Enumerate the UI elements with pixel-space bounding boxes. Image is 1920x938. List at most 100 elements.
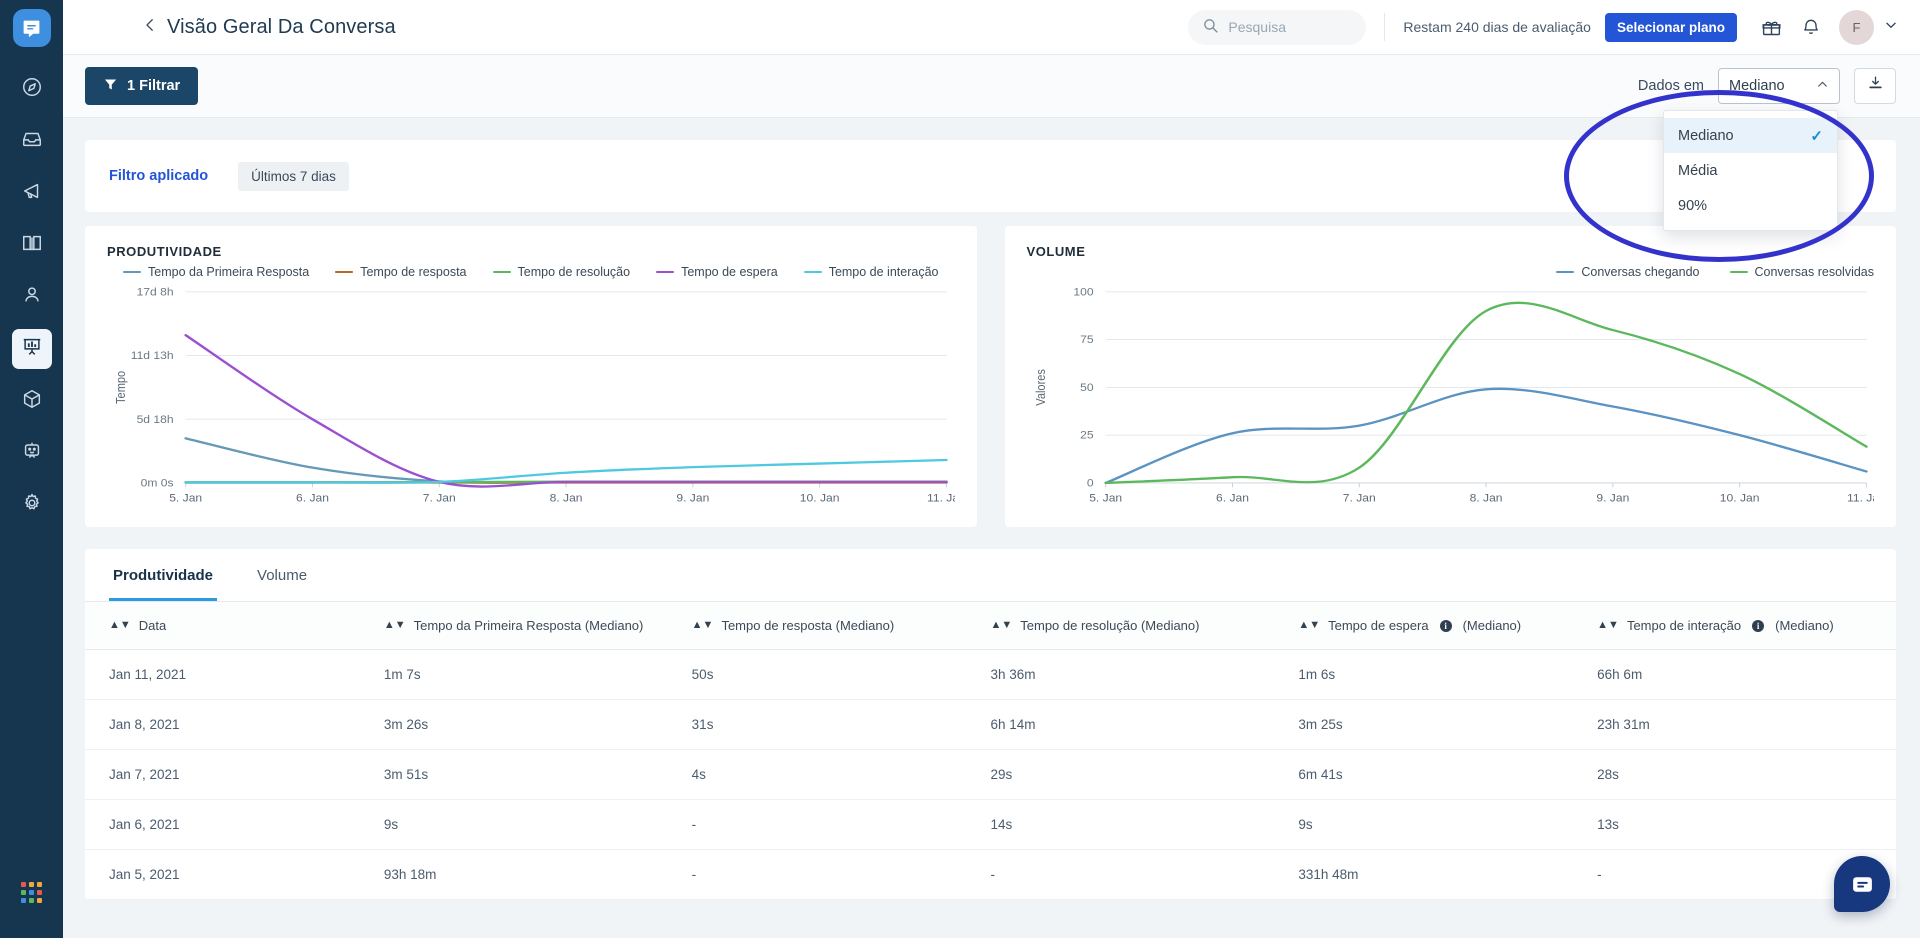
column-header-first-response[interactable]: ▲▼ Tempo da Primeira Resposta (Mediano) xyxy=(383,602,692,650)
legend-item[interactable]: Tempo de interação xyxy=(803,265,938,279)
table-cell: 1m 6s xyxy=(1298,649,1598,700)
chevron-down-icon[interactable] xyxy=(1884,18,1898,37)
applied-filter-title: Filtro aplicado xyxy=(109,168,209,184)
table-cell: Jan 11, 2021 xyxy=(85,649,384,700)
volume-chart-card: VOLUME Conversas chegando Conversas reso… xyxy=(1004,226,1896,527)
search-icon xyxy=(1202,17,1219,37)
volume-plot: 0 25 50 75 100 5. Jan 6. Jan 7. Jan 8. Jan 9. Jan… xyxy=(1027,283,1874,513)
column-label-suffix: (Mediano) xyxy=(1462,618,1522,633)
column-header-resolution-time[interactable]: ▲▼ Tempo de resolução (Mediano) xyxy=(990,602,1299,650)
info-icon[interactable]: i xyxy=(1752,619,1765,632)
table-cell: 3m 25s xyxy=(1298,699,1598,750)
top-header: Visão Geral Da Conversa Pesquisa Restam … xyxy=(63,0,1920,55)
y-tick-label: 0m 0s xyxy=(141,478,174,489)
dropdown-option-label: Mediano xyxy=(1678,127,1734,144)
gear-icon xyxy=(21,492,43,519)
cube-icon xyxy=(21,388,43,415)
info-icon[interactable]: i xyxy=(1439,619,1452,632)
applied-filter-chip[interactable]: Últimos 7 dias xyxy=(238,161,349,191)
filter-button-label: 1 Filtrar xyxy=(127,78,181,94)
column-header-data[interactable]: ▲▼ Data xyxy=(85,602,384,650)
sidebar-item-campaigns[interactable] xyxy=(12,173,52,213)
toolbar-right: Dados em Mediano Mediano ✓ xyxy=(1564,68,1896,262)
table-cell: 66h 6m xyxy=(1597,649,1896,700)
reports-icon xyxy=(21,336,43,363)
gift-icon[interactable] xyxy=(1751,7,1791,47)
legend-item[interactable]: Tempo de espera xyxy=(656,265,778,279)
filter-button[interactable]: 1 Filtrar xyxy=(85,67,199,105)
sidebar-item-articles[interactable] xyxy=(12,225,52,265)
x-tick-label: 10. Jan xyxy=(1719,493,1759,504)
search-input[interactable]: Pesquisa xyxy=(1188,9,1367,45)
y-tick-label: 25 xyxy=(1080,430,1093,441)
header-divider xyxy=(1384,13,1386,41)
y-tick-label: 5d 18h xyxy=(137,414,174,425)
data-mode-select[interactable]: Mediano xyxy=(1718,68,1840,104)
productivity-chart-title: PRODUTIVIDADE xyxy=(107,244,222,259)
x-tick-label: 11. Jan xyxy=(927,493,954,504)
column-header-response-time[interactable]: ▲▼ Tempo de resposta (Mediano) xyxy=(691,602,991,650)
y-tick-label: 0 xyxy=(1086,478,1093,489)
column-header-wait-time[interactable]: ▲▼ Tempo de espera i (Mediano) xyxy=(1298,602,1598,650)
table-row[interactable]: Jan 7, 2021 3m 51s 4s 29s 6m 41s 28s xyxy=(85,749,1896,800)
bell-icon[interactable] xyxy=(1791,7,1831,47)
series-line xyxy=(184,437,948,484)
dropdown-option-mediano[interactable]: Mediano ✓ xyxy=(1664,118,1837,153)
table-header-row: ▲▼ Data ▲▼ Tempo da Primeira Resposta (Med… xyxy=(85,602,1896,650)
y-tick-label: 100 xyxy=(1073,287,1093,298)
left-nav-rail xyxy=(0,0,63,938)
table-cell: 3m 51s xyxy=(383,749,692,800)
legend-item[interactable]: Tempo de resolução xyxy=(492,265,630,279)
table-tabs: Produtividade Volume xyxy=(85,549,1896,602)
table-card: Produtividade Volume ▲▼ Data ▲▼ Tempo da P… xyxy=(85,549,1896,900)
sort-icon: ▲▼ xyxy=(691,619,714,631)
sidebar-item-reports[interactable] xyxy=(11,329,52,369)
column-label: Tempo da Primeira Resposta (Mediano) xyxy=(413,618,644,633)
sort-icon: ▲▼ xyxy=(109,619,131,631)
legend-item[interactable]: Tempo de resposta xyxy=(335,265,467,279)
avatar[interactable]: F xyxy=(1839,9,1874,45)
select-plan-button[interactable]: Selecionar plano xyxy=(1604,12,1737,42)
chat-bubble-icon[interactable] xyxy=(1834,856,1890,912)
legend-item[interactable]: Tempo da Primeira Resposta xyxy=(123,265,309,279)
table-cell: 14s xyxy=(990,799,1299,850)
chevron-left-icon[interactable] xyxy=(141,16,159,39)
table-cell: 9s xyxy=(383,799,692,850)
sort-icon: ▲▼ xyxy=(1298,619,1321,631)
dropdown-option-label: Média xyxy=(1678,162,1718,179)
table-row[interactable]: Jan 6, 2021 9s -14s 9s 13s xyxy=(85,799,1896,850)
legend-label: Tempo de espera xyxy=(681,265,778,279)
table-cell: 31s xyxy=(691,699,991,750)
legend-item[interactable]: Conversas resolvidas xyxy=(1729,265,1874,279)
column-header-interaction-time[interactable]: ▲▼ Tempo de interação i (Mediano) xyxy=(1597,602,1896,650)
x-tick-label: 5. Jan xyxy=(169,493,202,504)
dropdown-option-media[interactable]: Média xyxy=(1664,153,1837,188)
data-mode-dropdown[interactable]: Mediano ✓ Média 90% xyxy=(1663,110,1838,231)
legend-label: Tempo de resposta xyxy=(360,265,467,279)
table-cell: 28s xyxy=(1597,749,1896,800)
sidebar-item-settings[interactable] xyxy=(12,485,52,525)
sidebar-item-apps[interactable] xyxy=(12,381,52,421)
charts-row: PRODUTIVIDADE Tempo da Primeira Resposta… xyxy=(63,212,1920,527)
table-body: Jan 11, 2021 1m 7s 50s 3h 36m 1m 6s 66h 6m Jan… xyxy=(85,649,1896,900)
table-row[interactable]: Jan 5, 2021 93h 18m - -331h 48m - xyxy=(85,849,1896,900)
sidebar-item-compass[interactable] xyxy=(12,69,52,109)
table-cell: 50s xyxy=(691,649,991,700)
sidebar-item-contacts[interactable] xyxy=(12,277,52,317)
dropdown-option-90[interactable]: 90% xyxy=(1664,188,1837,223)
legend-item[interactable]: Conversas chegando xyxy=(1556,265,1700,279)
download-button[interactable] xyxy=(1854,68,1896,104)
tab-produtividade[interactable]: Produtividade xyxy=(109,549,218,601)
table-row[interactable]: Jan 8, 2021 3m 26s 31s 6h 14m 3m 25s 23h 31m xyxy=(85,699,1896,750)
data-mode-label: Dados em xyxy=(1637,78,1704,94)
intercom-logo-icon[interactable] xyxy=(12,9,51,47)
app-grid-icon[interactable] xyxy=(12,872,52,912)
compass-icon xyxy=(21,76,43,103)
column-label: Data xyxy=(138,618,167,633)
column-label: Tempo de resposta (Mediano) xyxy=(721,618,895,633)
table-row[interactable]: Jan 11, 2021 1m 7s 50s 3h 36m 1m 6s 66h 6m xyxy=(85,649,1896,700)
tab-volume[interactable]: Volume xyxy=(257,567,308,584)
sidebar-item-bot[interactable] xyxy=(12,433,52,473)
sidebar-item-inbox[interactable] xyxy=(12,121,52,161)
bot-icon xyxy=(21,440,43,467)
